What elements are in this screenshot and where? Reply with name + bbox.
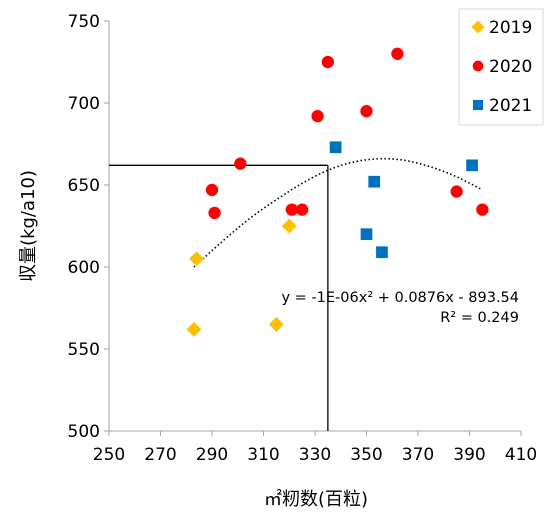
data-point-2019 [281,218,297,234]
y-axis-title: 収量(kg/a10) [18,170,39,282]
legend: 2019 2020 2021 [458,8,544,126]
y-tick-label: 750 [68,12,100,32]
data-point-2020 [321,55,335,69]
data-point-2020 [360,105,373,118]
x-tick-label: 250 [93,445,125,465]
legend-label-2020: 2020 [489,57,532,77]
data-point-2021 [368,175,381,188]
trendline-r-squared: R² = 0.249 [440,310,519,326]
y-tick-label: 500 [68,422,100,442]
x-tick-label: 290 [196,445,228,465]
data-point-2021 [466,159,478,172]
data-point-2020 [205,183,219,197]
x-tick-label: 350 [350,445,382,465]
x-tick-label: 390 [453,445,485,465]
data-point-2020 [285,203,298,216]
data-point-2020 [208,206,221,220]
data-point-2020 [295,203,309,216]
trendline-equation: y = -1E-06x² + 0.0876x - 893.54 [281,290,519,306]
data-point-2020 [234,157,247,170]
data-point-2020 [391,47,404,60]
legend-marker-2021 [472,99,484,111]
x-axis-title: ㎡籾数(百粒) [264,488,368,510]
y-tick-label: 550 [68,340,100,360]
x-tick-label: 310 [247,445,279,465]
x-tick-labels: 250 270 290 310 330 350 370 390 410 [93,431,537,465]
data-point-2021 [329,141,342,154]
data-point-2021 [376,246,388,259]
data-point-2019 [268,316,284,332]
data-point-2020 [476,203,489,216]
y-tick-label: 700 [68,94,100,114]
reference-lines [109,164,329,431]
data-point-2020 [311,109,324,123]
data-point-2019 [189,251,205,267]
legend-marker-2019 [471,20,485,34]
trendline [193,157,483,268]
data-points [186,47,489,337]
y-tick-labels: 500 550 600 650 700 750 [68,12,109,442]
data-point-2019 [186,321,202,337]
data-point-2020 [450,185,463,198]
data-point-2021 [360,228,373,241]
y-tick-label: 650 [68,176,100,196]
legend-marker-2020 [472,60,484,72]
legend-label-2021: 2021 [489,96,532,116]
x-tick-label: 410 [505,445,537,465]
x-tick-label: 330 [299,445,331,465]
y-tick-label: 600 [68,258,100,278]
x-tick-label: 370 [402,445,434,465]
x-tick-label: 270 [144,445,176,465]
legend-label-2019: 2019 [489,18,532,38]
